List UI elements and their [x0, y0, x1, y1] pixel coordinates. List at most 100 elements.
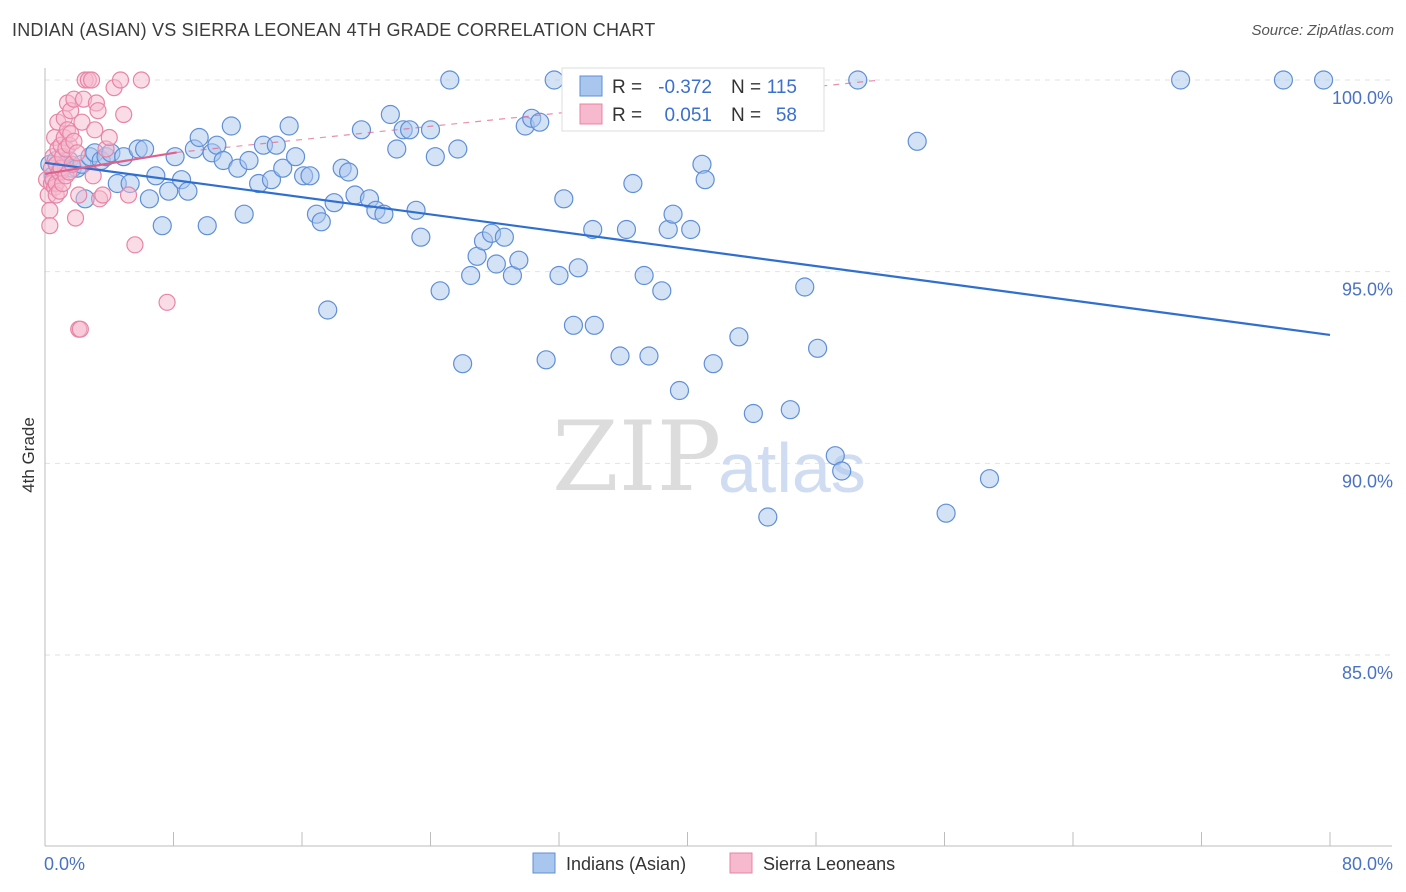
- y-tick-label: 85.0%: [1342, 663, 1393, 683]
- sierra-leonean-point: [132, 71, 150, 89]
- indian-asian-point: [420, 120, 441, 140]
- sierra-leonean-point: [41, 201, 59, 219]
- indian-asian-point: [616, 219, 637, 240]
- indian-asian-point: [266, 135, 286, 155]
- indian-asian-point: [1313, 70, 1334, 90]
- indian-asian-point: [568, 258, 588, 278]
- indian-asian-trend-line: [44, 161, 1331, 337]
- indian-asian-point: [681, 219, 701, 240]
- indian-asian-point: [279, 116, 299, 136]
- source-credit: Source: ZipAtlas.com: [1251, 22, 1394, 39]
- n-value: 115: [767, 77, 797, 98]
- n-label: N =: [731, 77, 761, 98]
- indian-asian-point: [663, 204, 683, 224]
- indian-asian-point: [400, 120, 420, 140]
- indian-asian-point: [729, 327, 749, 347]
- indian-asian-point: [239, 150, 259, 171]
- indian-asian-point: [152, 216, 172, 236]
- sierra-leonean-point: [41, 217, 59, 235]
- indian-asian-point: [669, 380, 690, 401]
- indian-asian-point: [1171, 70, 1191, 90]
- indian-asian-point: [425, 147, 445, 167]
- indian-asian-point: [461, 265, 481, 286]
- y-tick-label: 100.0%: [1332, 88, 1393, 108]
- sierra-leonean-point: [119, 186, 138, 204]
- x-tick-label: 0.0%: [44, 854, 85, 874]
- correlation-legend: R = -0.372 N = 115 R = 0.051 N = 58: [561, 67, 825, 132]
- indian-asian-swatch: [579, 75, 603, 97]
- sierra-leonean-point: [111, 71, 130, 89]
- stats-box: [561, 67, 825, 132]
- y-tick-label: 95.0%: [1342, 280, 1393, 300]
- indian-asian-point: [387, 139, 407, 159]
- indian-asian-point: [554, 189, 574, 209]
- indian-asian-point: [178, 181, 198, 201]
- sierra-leonean-point: [68, 144, 86, 162]
- indian-asian-point: [795, 277, 815, 297]
- sierra-leonean-point: [100, 128, 118, 147]
- indian-asian-point: [509, 250, 529, 270]
- indian-asian-point: [703, 354, 723, 374]
- y-axis-label: 4th Grade: [19, 417, 38, 493]
- sierra-leonean-point: [115, 105, 133, 124]
- indian-asian-point: [907, 131, 927, 151]
- sierra-leonean-point: [158, 293, 176, 311]
- chart-title: INDIAN (ASIAN) VS SIERRA LEONEAN 4TH GRA…: [12, 20, 656, 40]
- indian-asian-point: [318, 300, 338, 320]
- indian-asian-point: [1273, 70, 1294, 90]
- indian-asian-point: [430, 281, 450, 301]
- indian-asian-point: [563, 315, 584, 335]
- x-tick-labels: 0.0% 80.0%: [44, 854, 1393, 874]
- sierra-leonean-trend-line: [44, 151, 177, 176]
- indian-asian-point: [530, 112, 550, 132]
- indian-asian-point: [234, 204, 254, 224]
- r-label: R =: [612, 105, 642, 126]
- sierra-leonean-point: [73, 113, 91, 131]
- indian-asian-point: [634, 265, 654, 286]
- indian-asian-point: [979, 469, 1000, 489]
- legend-indian-asian-label: Indians (Asian): [566, 854, 686, 874]
- indian-asian-point: [448, 139, 468, 159]
- indian-asian-point: [639, 346, 659, 366]
- indian-asian-point: [440, 70, 460, 90]
- indian-asian-point: [549, 265, 569, 286]
- sierra-leonean-point: [82, 71, 101, 89]
- indian-asian-point: [743, 403, 763, 424]
- legend-sierra-leonean-swatch: [729, 852, 753, 874]
- legend-indian-asian-swatch: [532, 852, 556, 874]
- watermark: ZIP atlas: [552, 401, 866, 513]
- indian-asian-point: [261, 170, 282, 190]
- r-label: R =: [612, 77, 642, 98]
- indian-asian-point: [351, 120, 372, 140]
- indian-asian-point: [189, 127, 209, 148]
- indian-asian-point: [536, 350, 556, 370]
- series-legend: Indians (Asian) Sierra Leoneans: [532, 852, 895, 874]
- r-value: 0.051: [664, 105, 712, 126]
- indian-asian-point: [380, 104, 400, 125]
- indian-asian-point: [159, 181, 179, 201]
- indian-asian-point: [197, 216, 217, 236]
- indian-asian-point: [165, 147, 185, 167]
- indian-asian-point: [338, 162, 359, 182]
- indian-asian-point: [652, 281, 672, 301]
- indian-asian-point: [610, 346, 630, 366]
- indian-asian-point: [832, 461, 852, 481]
- indian-asian-point: [544, 70, 564, 90]
- indian-asian-point: [583, 219, 603, 240]
- sierra-leonean-point: [94, 186, 112, 204]
- watermark-zip: ZIP: [552, 401, 721, 513]
- sierra-leonean-point: [71, 320, 89, 338]
- sierra-leonean-point: [89, 102, 107, 120]
- sierra-leonean-point: [84, 167, 102, 185]
- n-value: 58: [776, 105, 797, 126]
- indian-asian-point: [221, 116, 241, 136]
- indian-asian-point: [285, 147, 306, 167]
- indian-asian-point: [695, 170, 715, 190]
- n-label: N =: [731, 105, 761, 126]
- indian-asian-point: [411, 227, 431, 247]
- indian-asian-point: [300, 166, 320, 186]
- indian-asian-point: [780, 400, 800, 420]
- indian-asian-point: [273, 158, 293, 178]
- x-tick-label: 80.0%: [1342, 854, 1393, 874]
